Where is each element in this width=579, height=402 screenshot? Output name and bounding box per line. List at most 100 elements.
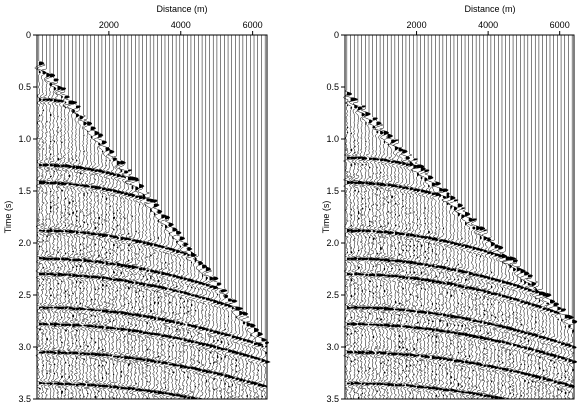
trace-fill: [365, 258, 369, 260]
trace-fill: [513, 371, 518, 372]
trace-fill: [242, 380, 246, 382]
trace-fill: [120, 387, 127, 389]
seismic-trace: [374, 35, 388, 400]
trace-fill: [194, 295, 200, 297]
seismic-trace: [344, 35, 358, 400]
trace-fill: [413, 235, 418, 237]
trace-fill: [90, 186, 97, 188]
trace-fill: [505, 296, 510, 298]
trace-fill: [376, 159, 380, 160]
trace-fill: [194, 326, 198, 329]
trace-fill: [101, 354, 107, 356]
trace-fill: [187, 340, 192, 342]
trace-fill: [157, 245, 163, 247]
gather-panel-left: 2000 4000 6000 0 0.5 1.0 1.5 2.0 2.5 3.0 3.5 Dist…: [3, 4, 271, 402]
trace-fill: [468, 392, 474, 394]
trace-fill: [105, 252, 108, 253]
seismic-trace: [424, 35, 434, 400]
trace-fill: [405, 157, 410, 159]
trace-fill: [124, 329, 128, 330]
trace-fill: [198, 343, 203, 345]
seismic-trace: [360, 35, 371, 400]
trace-fill: [235, 378, 240, 380]
trace-fill: [246, 381, 251, 383]
trace-fill: [224, 375, 229, 377]
trace-fill: [420, 279, 426, 281]
trace-fill: [49, 258, 54, 260]
trace-fill: [435, 341, 438, 343]
y-tick-label: 3.0: [326, 342, 339, 352]
trace-fill: [376, 286, 378, 287]
trace-fill: [413, 272, 416, 273]
trace-fill: [365, 324, 368, 325]
trace-fill: [224, 334, 231, 336]
trace-fill: [357, 323, 363, 325]
trace-fill: [487, 299, 489, 300]
trace-fill: [72, 315, 74, 317]
trace-fill: [461, 317, 466, 319]
trace-fill: [446, 315, 451, 317]
seismic-trace: [48, 35, 60, 400]
trace-fill: [131, 240, 137, 241]
trace-fill: [398, 148, 404, 151]
seismic-trace: [144, 35, 158, 400]
trace-fill: [520, 287, 524, 289]
trace-fill: [109, 189, 113, 191]
trace-fill: [116, 328, 122, 330]
trace-fill: [538, 306, 542, 308]
trace-fill: [398, 162, 403, 164]
seismic-trace: [356, 35, 368, 400]
trace-fill: [242, 322, 245, 324]
trace-fill: [146, 333, 151, 334]
seismic-trace: [507, 35, 519, 400]
trace-fill: [487, 323, 493, 325]
trace-fill: [109, 355, 113, 356]
trace-fill: [472, 370, 474, 371]
trace-fill: [394, 147, 399, 150]
x-tick-label: 4000: [478, 20, 498, 30]
trace-fill: [520, 331, 525, 333]
trace-fill: [424, 257, 426, 258]
trace-fill: [405, 187, 409, 189]
y-axis-label: Time (s): [3, 201, 13, 234]
seismic-trace: [434, 35, 446, 400]
trace-fill: [87, 232, 91, 234]
trace-fill: [131, 186, 134, 189]
seismic-trace: [398, 35, 410, 400]
trace-fill: [549, 380, 553, 381]
seismic-trace: [352, 35, 364, 400]
trace-fill: [409, 354, 415, 356]
trace-fill: [68, 274, 72, 276]
trace-fill: [402, 261, 407, 263]
trace-fill: [187, 367, 192, 369]
seismic-trace: [460, 35, 471, 400]
trace-fill: [113, 158, 118, 161]
trace-fill: [457, 285, 462, 287]
trace-fill: [113, 356, 117, 357]
trace-fill: [357, 383, 361, 384]
trace-fill: [564, 371, 567, 372]
trace-fill: [254, 357, 259, 359]
trace-fill: [49, 114, 52, 116]
seismic-trace: [218, 35, 231, 400]
trace-fill: [135, 267, 139, 268]
trace-fill: [553, 311, 559, 313]
seismic-trace: [474, 35, 486, 400]
plot-frame: [36, 34, 268, 400]
trace-fill: [68, 324, 72, 326]
trace-fill: [472, 288, 478, 290]
trace-fill: [420, 245, 423, 247]
y-tick-label: 2.5: [18, 290, 31, 300]
trace-fill: [398, 384, 402, 386]
seismic-trace: [59, 35, 72, 400]
trace-fill: [216, 340, 219, 341]
seismic-trace: [208, 35, 220, 400]
seismic-trace: [193, 35, 205, 400]
plot-frame: [344, 34, 575, 400]
trace-fill: [483, 250, 488, 252]
trace-fill: [179, 395, 185, 397]
trace-fill: [564, 344, 570, 346]
trace-fill: [391, 308, 394, 310]
trace-fill: [394, 185, 399, 187]
